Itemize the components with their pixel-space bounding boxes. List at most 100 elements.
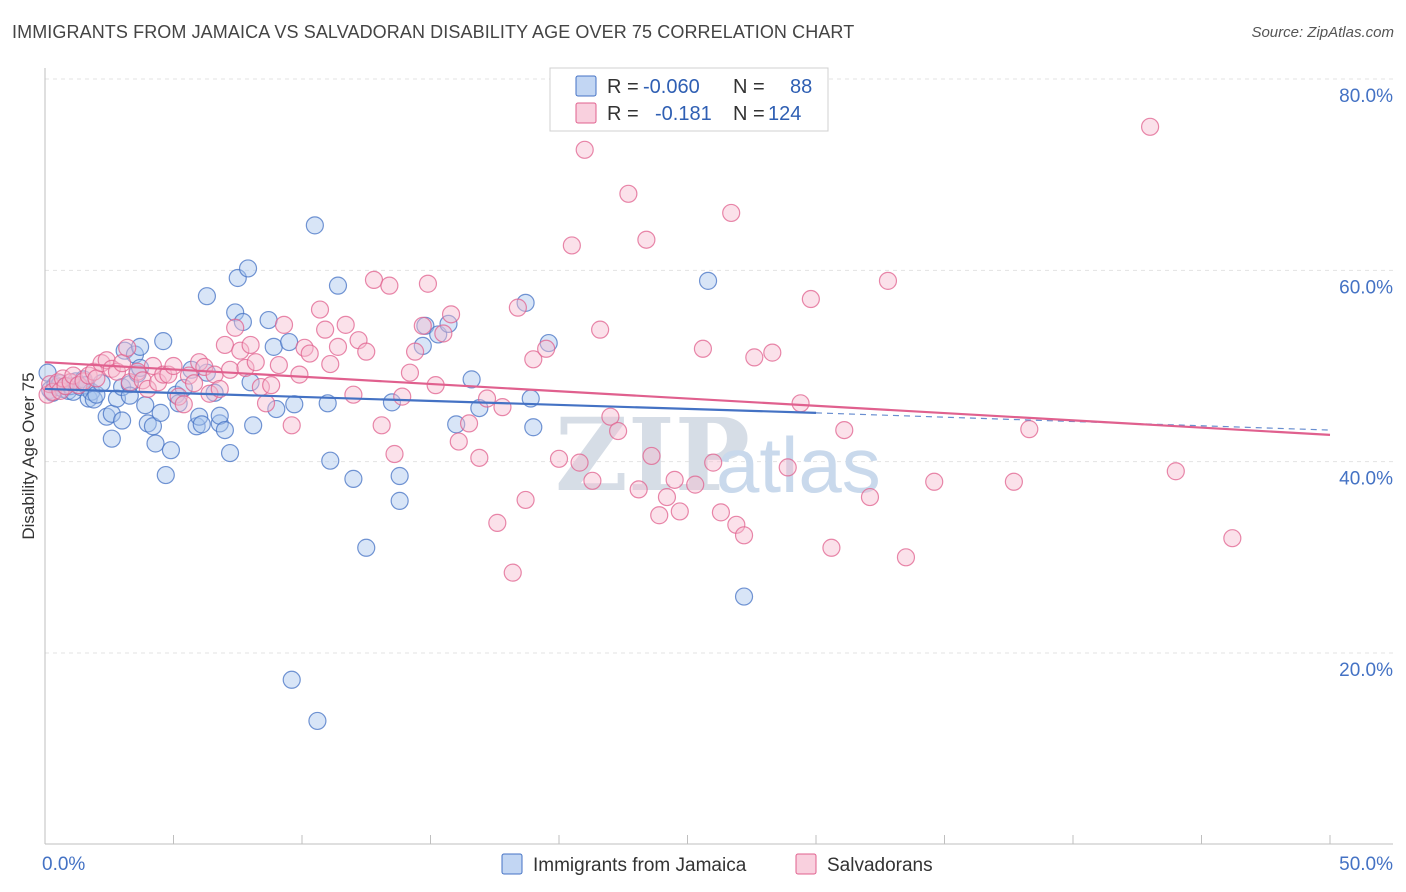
data-point (393, 387, 412, 406)
data-point (493, 398, 512, 417)
x-tick-labels: 0.0% 50.0% (42, 854, 1393, 875)
data-point (192, 415, 211, 434)
data-point (400, 363, 420, 382)
data-point (488, 513, 507, 532)
data-point (184, 374, 204, 393)
data-point (896, 548, 916, 567)
data-point (310, 300, 330, 319)
data-point (562, 236, 581, 255)
data-point (745, 348, 764, 367)
y-axis-title: Disability Age Over 75 (19, 372, 38, 539)
grid-lines (45, 78, 1393, 654)
data-point (1140, 117, 1160, 136)
data-point (344, 385, 363, 404)
data-point (778, 458, 797, 477)
data-point (357, 342, 376, 361)
data-point (698, 271, 718, 290)
data-point (112, 411, 132, 430)
data-point (878, 271, 898, 290)
data-point (629, 480, 648, 499)
data-point (210, 406, 229, 425)
data-point (449, 432, 468, 451)
series-legend-label-salvadorans: Salvadorans (827, 855, 933, 876)
data-point (1223, 529, 1242, 548)
data-point (693, 339, 713, 358)
data-point (704, 453, 723, 472)
data-point (670, 502, 689, 521)
data-point (92, 354, 111, 373)
data-point (64, 366, 83, 385)
data-point (161, 441, 181, 460)
data-point (722, 203, 741, 223)
chart-source: Source: ZipAtlas.com (1251, 24, 1394, 41)
data-point (357, 538, 376, 557)
data-point (650, 506, 669, 525)
data-point (328, 337, 348, 356)
data-point (290, 365, 309, 384)
data-point (601, 407, 620, 426)
data-point (321, 354, 340, 374)
data-point (477, 389, 497, 408)
data-point (390, 466, 409, 486)
data-point (925, 472, 944, 491)
data-point (328, 276, 348, 295)
data-point (385, 444, 404, 464)
data-point (390, 491, 409, 510)
data-point (274, 315, 294, 334)
y-tick-label: 80.0% (1339, 86, 1393, 107)
y-tick-label: 40.0% (1339, 469, 1393, 490)
data-point (537, 339, 556, 358)
x-tick-label: 50.0% (1339, 854, 1393, 875)
correlation-legend: R = -0.060 N = 88 R = -0.181 N = 124 (549, 67, 829, 132)
data-point (112, 354, 132, 373)
data-point (336, 315, 355, 334)
data-point (174, 395, 193, 414)
legend-r-value-salvadorans: -0.181 (655, 103, 712, 125)
data-point (462, 370, 481, 389)
data-point (241, 335, 260, 355)
data-point (1166, 462, 1185, 481)
data-point (665, 470, 684, 489)
data-point (308, 711, 327, 731)
data-point (364, 270, 384, 289)
data-point (226, 303, 245, 322)
y-tick-label: 20.0% (1339, 660, 1393, 681)
data-point (609, 421, 628, 441)
chart-title: IMMIGRANTS FROM JAMAICA VS SALVADORAN DI… (12, 22, 855, 42)
x-tick-label: 0.0% (42, 854, 85, 875)
data-point (130, 337, 150, 356)
data-point (262, 376, 281, 395)
data-point (316, 320, 335, 339)
data-point (318, 394, 337, 413)
trend-line-salvadorans (44, 361, 1331, 436)
legend-r-label-jamaica: R = (607, 76, 639, 98)
data-point (470, 448, 489, 467)
data-point (405, 342, 425, 361)
data-point (734, 587, 754, 606)
data-point (133, 371, 152, 390)
data-point (259, 310, 278, 330)
data-point (282, 416, 301, 435)
watermark-atlas: atlas (716, 421, 881, 509)
trend-extension-jamaica (815, 412, 1331, 431)
data-point (380, 276, 399, 295)
data-point (686, 475, 705, 494)
data-point (413, 316, 432, 335)
data-point (711, 503, 731, 522)
data-point (508, 298, 527, 317)
data-point (136, 396, 155, 415)
y-tick-label: 60.0% (1339, 277, 1393, 298)
data-point (280, 332, 299, 352)
data-point (801, 289, 820, 309)
data-point (282, 670, 301, 689)
data-point (246, 353, 265, 372)
data-point (734, 526, 754, 545)
trend-lines (44, 361, 1331, 436)
data-point (151, 403, 170, 422)
data-point (244, 416, 263, 435)
data-point (300, 344, 319, 363)
data-point (220, 360, 240, 379)
data-point (503, 563, 522, 582)
data-point (575, 140, 594, 159)
